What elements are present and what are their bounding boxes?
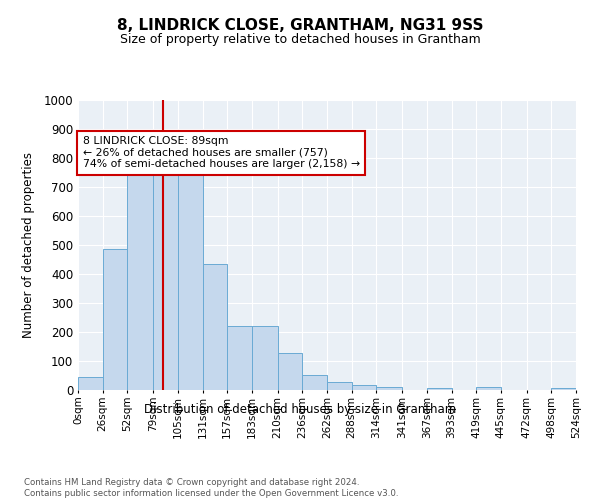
Bar — [302, 375, 327, 390]
Bar — [352, 385, 376, 390]
Bar — [327, 382, 352, 390]
Bar — [103, 250, 127, 390]
Bar — [376, 387, 402, 390]
Bar — [203, 264, 227, 390]
Bar — [127, 172, 153, 390]
Text: Size of property relative to detached houses in Grantham: Size of property relative to detached ho… — [119, 32, 481, 46]
Bar — [551, 388, 576, 390]
Bar — [476, 387, 501, 390]
Bar — [252, 326, 278, 390]
Text: 8, LINDRICK CLOSE, GRANTHAM, NG31 9SS: 8, LINDRICK CLOSE, GRANTHAM, NG31 9SS — [117, 18, 483, 32]
Text: 8 LINDRICK CLOSE: 89sqm
← 26% of detached houses are smaller (757)
74% of semi-d: 8 LINDRICK CLOSE: 89sqm ← 26% of detache… — [83, 136, 360, 170]
Bar — [153, 172, 178, 390]
Bar — [427, 388, 452, 390]
Text: Contains HM Land Registry data © Crown copyright and database right 2024.
Contai: Contains HM Land Registry data © Crown c… — [24, 478, 398, 498]
Bar — [178, 161, 203, 390]
Bar — [78, 377, 103, 390]
Bar — [278, 353, 302, 390]
Text: Distribution of detached houses by size in Grantham: Distribution of detached houses by size … — [144, 402, 456, 415]
Y-axis label: Number of detached properties: Number of detached properties — [22, 152, 35, 338]
Bar — [227, 326, 252, 390]
